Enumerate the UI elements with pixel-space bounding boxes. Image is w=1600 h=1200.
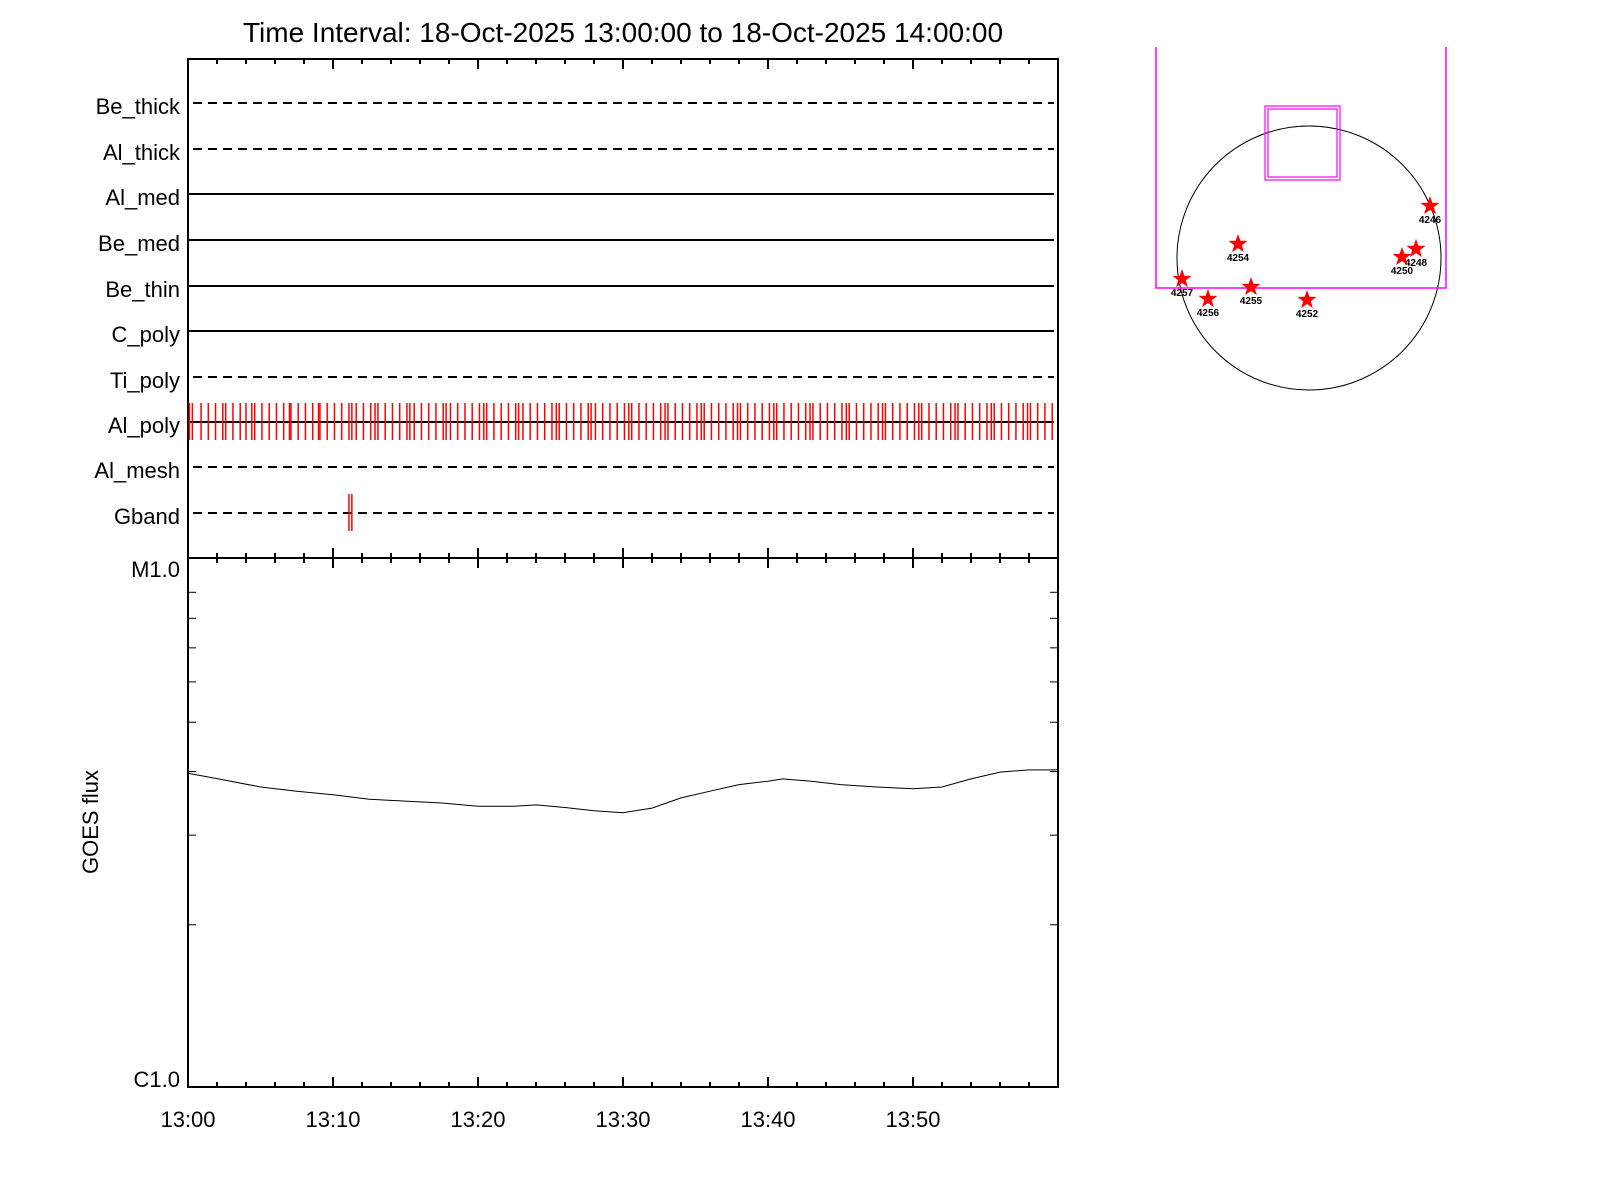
region-label: 4252 — [1296, 309, 1319, 320]
x-tick-label: 13:40 — [740, 1107, 795, 1132]
row-label-be_med: Be_med — [98, 231, 180, 256]
row-label-be_thick: Be_thick — [96, 94, 181, 119]
y-tick-label-m1: M1.0 — [131, 557, 180, 582]
region-star-icon — [1228, 234, 1248, 253]
row-label-al_poly: Al_poly — [108, 413, 180, 438]
x-tick-label: 13:50 — [885, 1107, 940, 1132]
fov-frame — [1155, 47, 1447, 289]
goes-panel: GOES flux M1.0 C1.0 13:00 13:10 13:20 13:30… — [78, 557, 1059, 1132]
region-label: 4257 — [1171, 288, 1194, 299]
region-star-icon — [1198, 289, 1218, 308]
goes-frame — [187, 557, 1059, 1088]
solar-limb — [1176, 125, 1442, 391]
region-label: 4248 — [1405, 258, 1428, 269]
row-label-be_thin: Be_thin — [105, 277, 180, 302]
region-label: 4255 — [1240, 296, 1263, 307]
region-star-icon — [1420, 196, 1440, 215]
x-tick-label: 13:10 — [305, 1107, 360, 1132]
x-tick-label: 13:20 — [450, 1107, 505, 1132]
row-label-al_med: Al_med — [105, 185, 180, 210]
row-label-gband: Gband — [114, 504, 180, 529]
timeline-panel: Be_thick Al_thick Al_med Be_med Be_thin C_pol… — [94, 58, 1059, 1087]
region-label: 4256 — [1197, 308, 1220, 319]
region-star-icon — [1406, 239, 1426, 258]
region-star-icon — [1241, 277, 1261, 296]
timeline-frame — [187, 58, 1059, 559]
x-tick-label: 13:00 — [160, 1107, 215, 1132]
row-label-al_thick: Al_thick — [103, 140, 181, 165]
region-star-icon — [1172, 269, 1192, 288]
fov-box — [1264, 105, 1341, 181]
region-star-icon — [1297, 290, 1317, 309]
x-tick-label: 13:30 — [595, 1107, 650, 1132]
fov-box-inner — [1267, 108, 1338, 178]
figure-title: Time Interval: 18-Oct-2025 13:00:00 to 1… — [243, 17, 1003, 48]
region-label: 4246 — [1419, 215, 1442, 226]
y-tick-label-c1: C1.0 — [134, 1067, 180, 1092]
y-axis-label: GOES flux — [78, 770, 103, 874]
region-star-icon — [1392, 247, 1412, 266]
row-label-ti_poly: Ti_poly — [110, 368, 180, 393]
region-label: 4254 — [1227, 253, 1250, 264]
region-label: 4250 — [1391, 266, 1414, 277]
goes-flux-line — [187, 769, 1058, 814]
row-label-al_mesh: Al_mesh — [94, 458, 180, 483]
row-label-c_poly: C_poly — [112, 322, 180, 347]
